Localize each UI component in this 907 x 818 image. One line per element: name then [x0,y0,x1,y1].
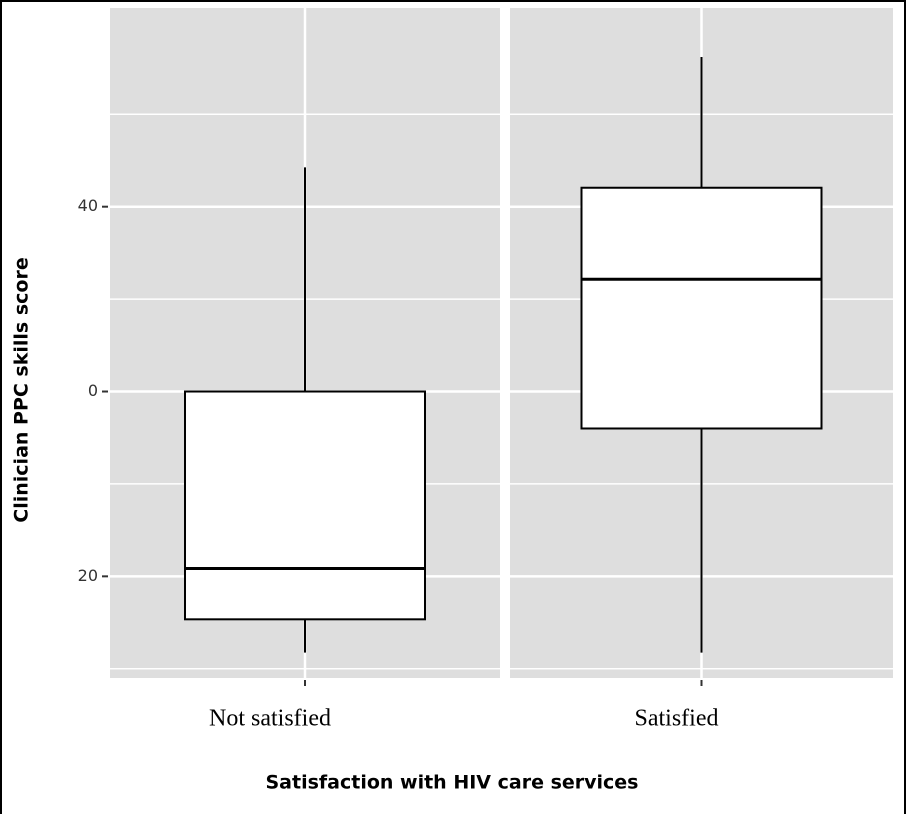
box [580,186,823,430]
y-tick-label: 20 [78,566,98,585]
x-axis-title: Satisfaction with HIV care services [265,772,638,794]
y-tick-label: 40 [78,196,98,215]
x-tick-label: Satisfied [635,706,719,732]
box [184,390,426,621]
y-tick-label: 0 [88,381,98,400]
y-axis-title: Clinician PPC skills score [11,257,33,522]
x-tick-label: Not satisfied [209,706,331,732]
